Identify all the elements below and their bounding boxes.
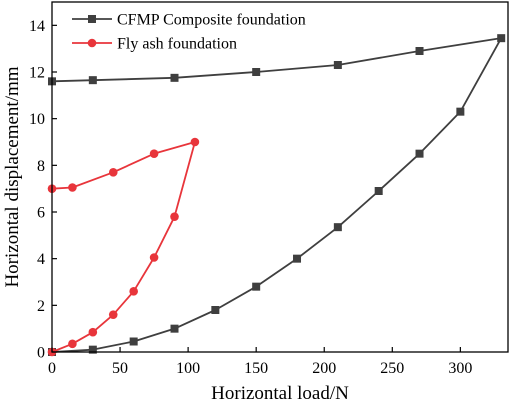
series-0-point-6 bbox=[293, 254, 302, 263]
legend-marker-0 bbox=[88, 15, 96, 23]
x-tick-label-3: 150 bbox=[244, 360, 268, 377]
series-0-point-16 bbox=[88, 76, 97, 85]
y-tick-label-7: 14 bbox=[29, 18, 45, 35]
x-tick-label-1: 50 bbox=[112, 360, 128, 377]
series-0-point-8 bbox=[374, 187, 383, 195]
series-0-point-12 bbox=[415, 47, 424, 55]
series-0-point-4 bbox=[211, 306, 220, 314]
series-1-point-7 bbox=[190, 137, 200, 147]
series-line-1 bbox=[51, 141, 196, 353]
series-0-point-5 bbox=[252, 282, 261, 291]
plot-frame bbox=[51, 1, 509, 353]
series-0-point-11 bbox=[497, 34, 506, 43]
series-1-point-1 bbox=[68, 339, 77, 349]
series-0-point-15 bbox=[170, 73, 179, 82]
x-tick-label-5: 250 bbox=[380, 360, 404, 377]
series-0-point-13 bbox=[333, 61, 342, 69]
y-tick-label-3: 6 bbox=[37, 205, 45, 222]
y-tick-label-0: 0 bbox=[37, 345, 45, 362]
series-1-point-3 bbox=[108, 310, 118, 319]
series-1-point-6 bbox=[170, 212, 179, 221]
x-tick-label-6: 300 bbox=[448, 360, 472, 377]
x-tick-label-0: 0 bbox=[48, 360, 56, 377]
legend-label-0: CFMP Composite foundation bbox=[117, 12, 306, 29]
series-1-point-9 bbox=[108, 168, 118, 177]
x-tick-label-4: 200 bbox=[312, 360, 336, 377]
x-axis-title: Horizontal load/N bbox=[211, 383, 349, 404]
legend-label-1: Fly ash foundation bbox=[117, 36, 237, 53]
legend: CFMP Composite foundation Fly ash foundat… bbox=[72, 12, 306, 53]
x-tick-label-2: 100 bbox=[176, 360, 200, 377]
series-1-point-5 bbox=[149, 253, 159, 262]
series-0-point-1 bbox=[88, 345, 97, 354]
y-tick-label-5: 10 bbox=[29, 111, 45, 128]
series-0-point-10 bbox=[456, 107, 465, 116]
y-axis-title: Horizontal displacement/mm bbox=[2, 66, 23, 287]
series-layer bbox=[47, 34, 506, 357]
series-1-point-10 bbox=[68, 183, 77, 192]
series-1-point-2 bbox=[88, 327, 98, 337]
y-tick-label-1: 2 bbox=[37, 298, 45, 315]
y-tick-label-6: 12 bbox=[29, 65, 45, 82]
series-1-point-8 bbox=[149, 149, 159, 158]
series-0-point-14 bbox=[252, 68, 261, 76]
series-0-point-3 bbox=[170, 324, 179, 333]
y-tick-label-4: 8 bbox=[37, 158, 45, 175]
series-line-0 bbox=[51, 37, 503, 353]
y-tick-label-2: 4 bbox=[37, 251, 45, 268]
series-0-point-2 bbox=[129, 337, 138, 346]
legend-marker-1 bbox=[87, 38, 97, 48]
axis-ticks: 0 50 100 150 200 250 300 0 2 4 6 8 10 12 14 bbox=[29, 18, 472, 377]
series-1-point-4 bbox=[129, 287, 138, 296]
series-0-point-9 bbox=[415, 149, 424, 158]
series-0-point-7 bbox=[333, 223, 342, 232]
